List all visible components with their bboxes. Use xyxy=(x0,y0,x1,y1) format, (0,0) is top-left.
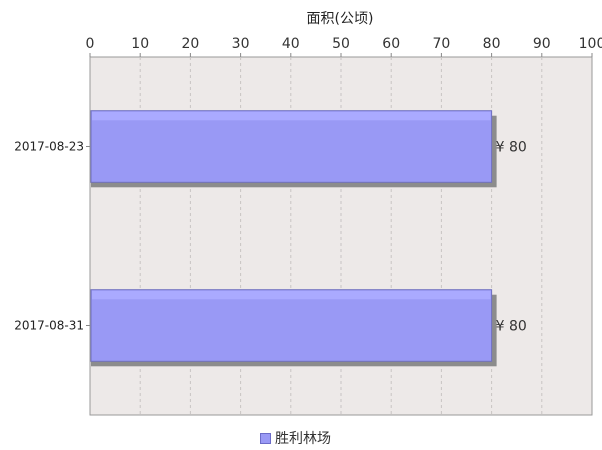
legend: 胜利林场 xyxy=(260,428,331,448)
bars: ¥ 80 ¥ 80 xyxy=(90,110,527,367)
x-tick-label: 30 xyxy=(232,36,250,52)
x-tick-label: 60 xyxy=(382,36,400,52)
x-tick-label: 80 xyxy=(483,36,501,52)
x-axis-title: 面积(公顷) xyxy=(307,11,374,27)
x-tick-label: 50 xyxy=(332,36,350,52)
bar xyxy=(90,110,493,183)
legend-swatch xyxy=(260,432,271,444)
bar-highlight xyxy=(92,290,491,300)
bar xyxy=(90,289,493,362)
x-tick-label: 10 xyxy=(131,36,149,52)
data-label: ¥ 80 xyxy=(496,319,527,335)
x-tick-label: 70 xyxy=(432,36,450,52)
x-tick-label: 20 xyxy=(181,36,199,52)
x-axis-ticks: 0 10 20 30 40 50 60 70 80 90 100 xyxy=(86,36,602,57)
x-tick-label: 90 xyxy=(533,36,551,52)
x-tick-label: 100 xyxy=(579,36,602,52)
y-axis-labels: 2017-08-23 2017-08-31 xyxy=(14,140,90,333)
bar-highlight xyxy=(92,111,491,121)
data-label: ¥ 80 xyxy=(496,140,527,156)
legend-label: 胜利林场 xyxy=(275,431,331,447)
x-tick-label: 40 xyxy=(282,36,300,52)
y-tick-label: 2017-08-31 xyxy=(14,319,84,333)
y-tick-label: 2017-08-23 xyxy=(14,140,84,154)
x-tick-label: 0 xyxy=(86,36,95,52)
